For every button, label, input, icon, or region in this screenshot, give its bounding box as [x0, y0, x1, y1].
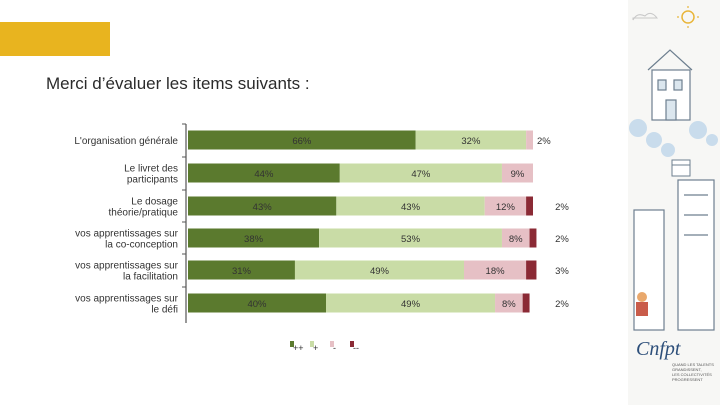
category-label: vos apprentissages sur la facilitation: [75, 261, 179, 283]
category-label: Le livret des participants: [124, 164, 178, 186]
bar-segment-2: [336, 196, 485, 216]
svg-text:QUAND LES TALENTS: QUAND LES TALENTS: [672, 362, 714, 367]
bar-segment-2: [294, 260, 464, 280]
data-label: 9%: [511, 169, 525, 180]
stacked-bar-chart: L'organisation générale 66% 32% 2% Le livret…: [74, 123, 569, 353]
svg-text:LES COLLECTIVITÉS: LES COLLECTIVITÉS: [672, 372, 712, 377]
legend-swatch: [350, 341, 354, 347]
bar-segment-1: [188, 260, 295, 280]
bar-segment-2: [319, 228, 502, 248]
category-label: vos apprentissages sur le défi: [75, 294, 179, 316]
calendar-icon: [671, 159, 691, 177]
category-label: Le dosage théorie/pratique: [109, 197, 179, 219]
data-label: 2%: [555, 234, 569, 245]
bar-segment-3: [464, 260, 527, 280]
bar-segment-3: [501, 163, 533, 183]
data-label: 47%: [411, 169, 431, 180]
legend-label: -: [333, 343, 336, 353]
data-label: 3%: [555, 266, 569, 277]
bar-segment-4: [529, 228, 537, 248]
data-label: 49%: [370, 266, 390, 277]
building-illustration: [633, 49, 715, 331]
data-label: 43%: [401, 202, 421, 213]
bar-segment-1: [188, 228, 320, 248]
decorative-side-illustration: Cnfpt QUAND LES TALENTS GRANDISSENT, LES…: [628, 0, 720, 405]
data-label: 53%: [401, 234, 421, 245]
svg-text:GRANDISSENT,: GRANDISSENT,: [672, 367, 702, 372]
legend-label: --: [353, 343, 359, 353]
data-label: 38%: [244, 234, 264, 245]
data-label: 66%: [292, 136, 312, 147]
bar-segment-2: [326, 293, 496, 313]
bar-segment-4: [526, 196, 533, 216]
tree-icon: [629, 119, 718, 157]
bar-segment-2: [339, 163, 502, 183]
person-icon: [636, 292, 648, 316]
cloud-icon: [632, 12, 659, 21]
bar-segment-3: [501, 228, 530, 248]
data-label: 43%: [253, 202, 273, 213]
data-label: 2%: [555, 299, 569, 310]
bar-segment-1: [188, 163, 340, 183]
legend-swatch: [310, 341, 314, 347]
data-label: 31%: [232, 266, 252, 277]
svg-text:PROGRESSENT: PROGRESSENT: [672, 377, 703, 382]
data-label: 32%: [461, 136, 481, 147]
bar-segment-4: [526, 260, 537, 280]
legend-label: +: [313, 343, 318, 353]
bar-segment-1: [188, 196, 337, 216]
data-label: 44%: [254, 169, 274, 180]
data-label: 2%: [555, 202, 569, 213]
bar-segment-3: [526, 130, 533, 150]
bar-segment-3: [484, 196, 527, 216]
city-illustration: Cnfpt QUAND LES TALENTS GRANDISSENT, LES…: [629, 6, 718, 382]
bar-segment-1: [188, 130, 416, 150]
page-title: Merci d’évaluer les items suivants :: [46, 74, 310, 93]
bar-segment-3: [495, 293, 523, 313]
category-label: vos apprentissages sur la co-conception: [75, 229, 179, 251]
bar-segment-2: [415, 130, 527, 150]
bar-segment-1: [188, 293, 326, 313]
title-accent-bar: [0, 22, 110, 56]
bar-segment-4: [522, 293, 530, 313]
data-label: 2%: [537, 136, 551, 147]
svg-text:Cnfpt: Cnfpt: [636, 338, 681, 360]
data-label: 49%: [401, 299, 421, 310]
legend-label: ++: [293, 343, 304, 353]
legend-swatch: [330, 341, 334, 347]
data-label: 12%: [496, 202, 516, 213]
data-label: 8%: [502, 299, 516, 310]
data-label: 40%: [247, 299, 267, 310]
legend-swatch: [290, 341, 294, 347]
data-label: 8%: [509, 234, 523, 245]
category-label: L'organisation générale: [74, 136, 178, 147]
data-label: 18%: [486, 266, 506, 277]
sun-icon: [677, 6, 699, 28]
brand-logo: Cnfpt QUAND LES TALENTS GRANDISSENT, LES…: [636, 338, 714, 382]
